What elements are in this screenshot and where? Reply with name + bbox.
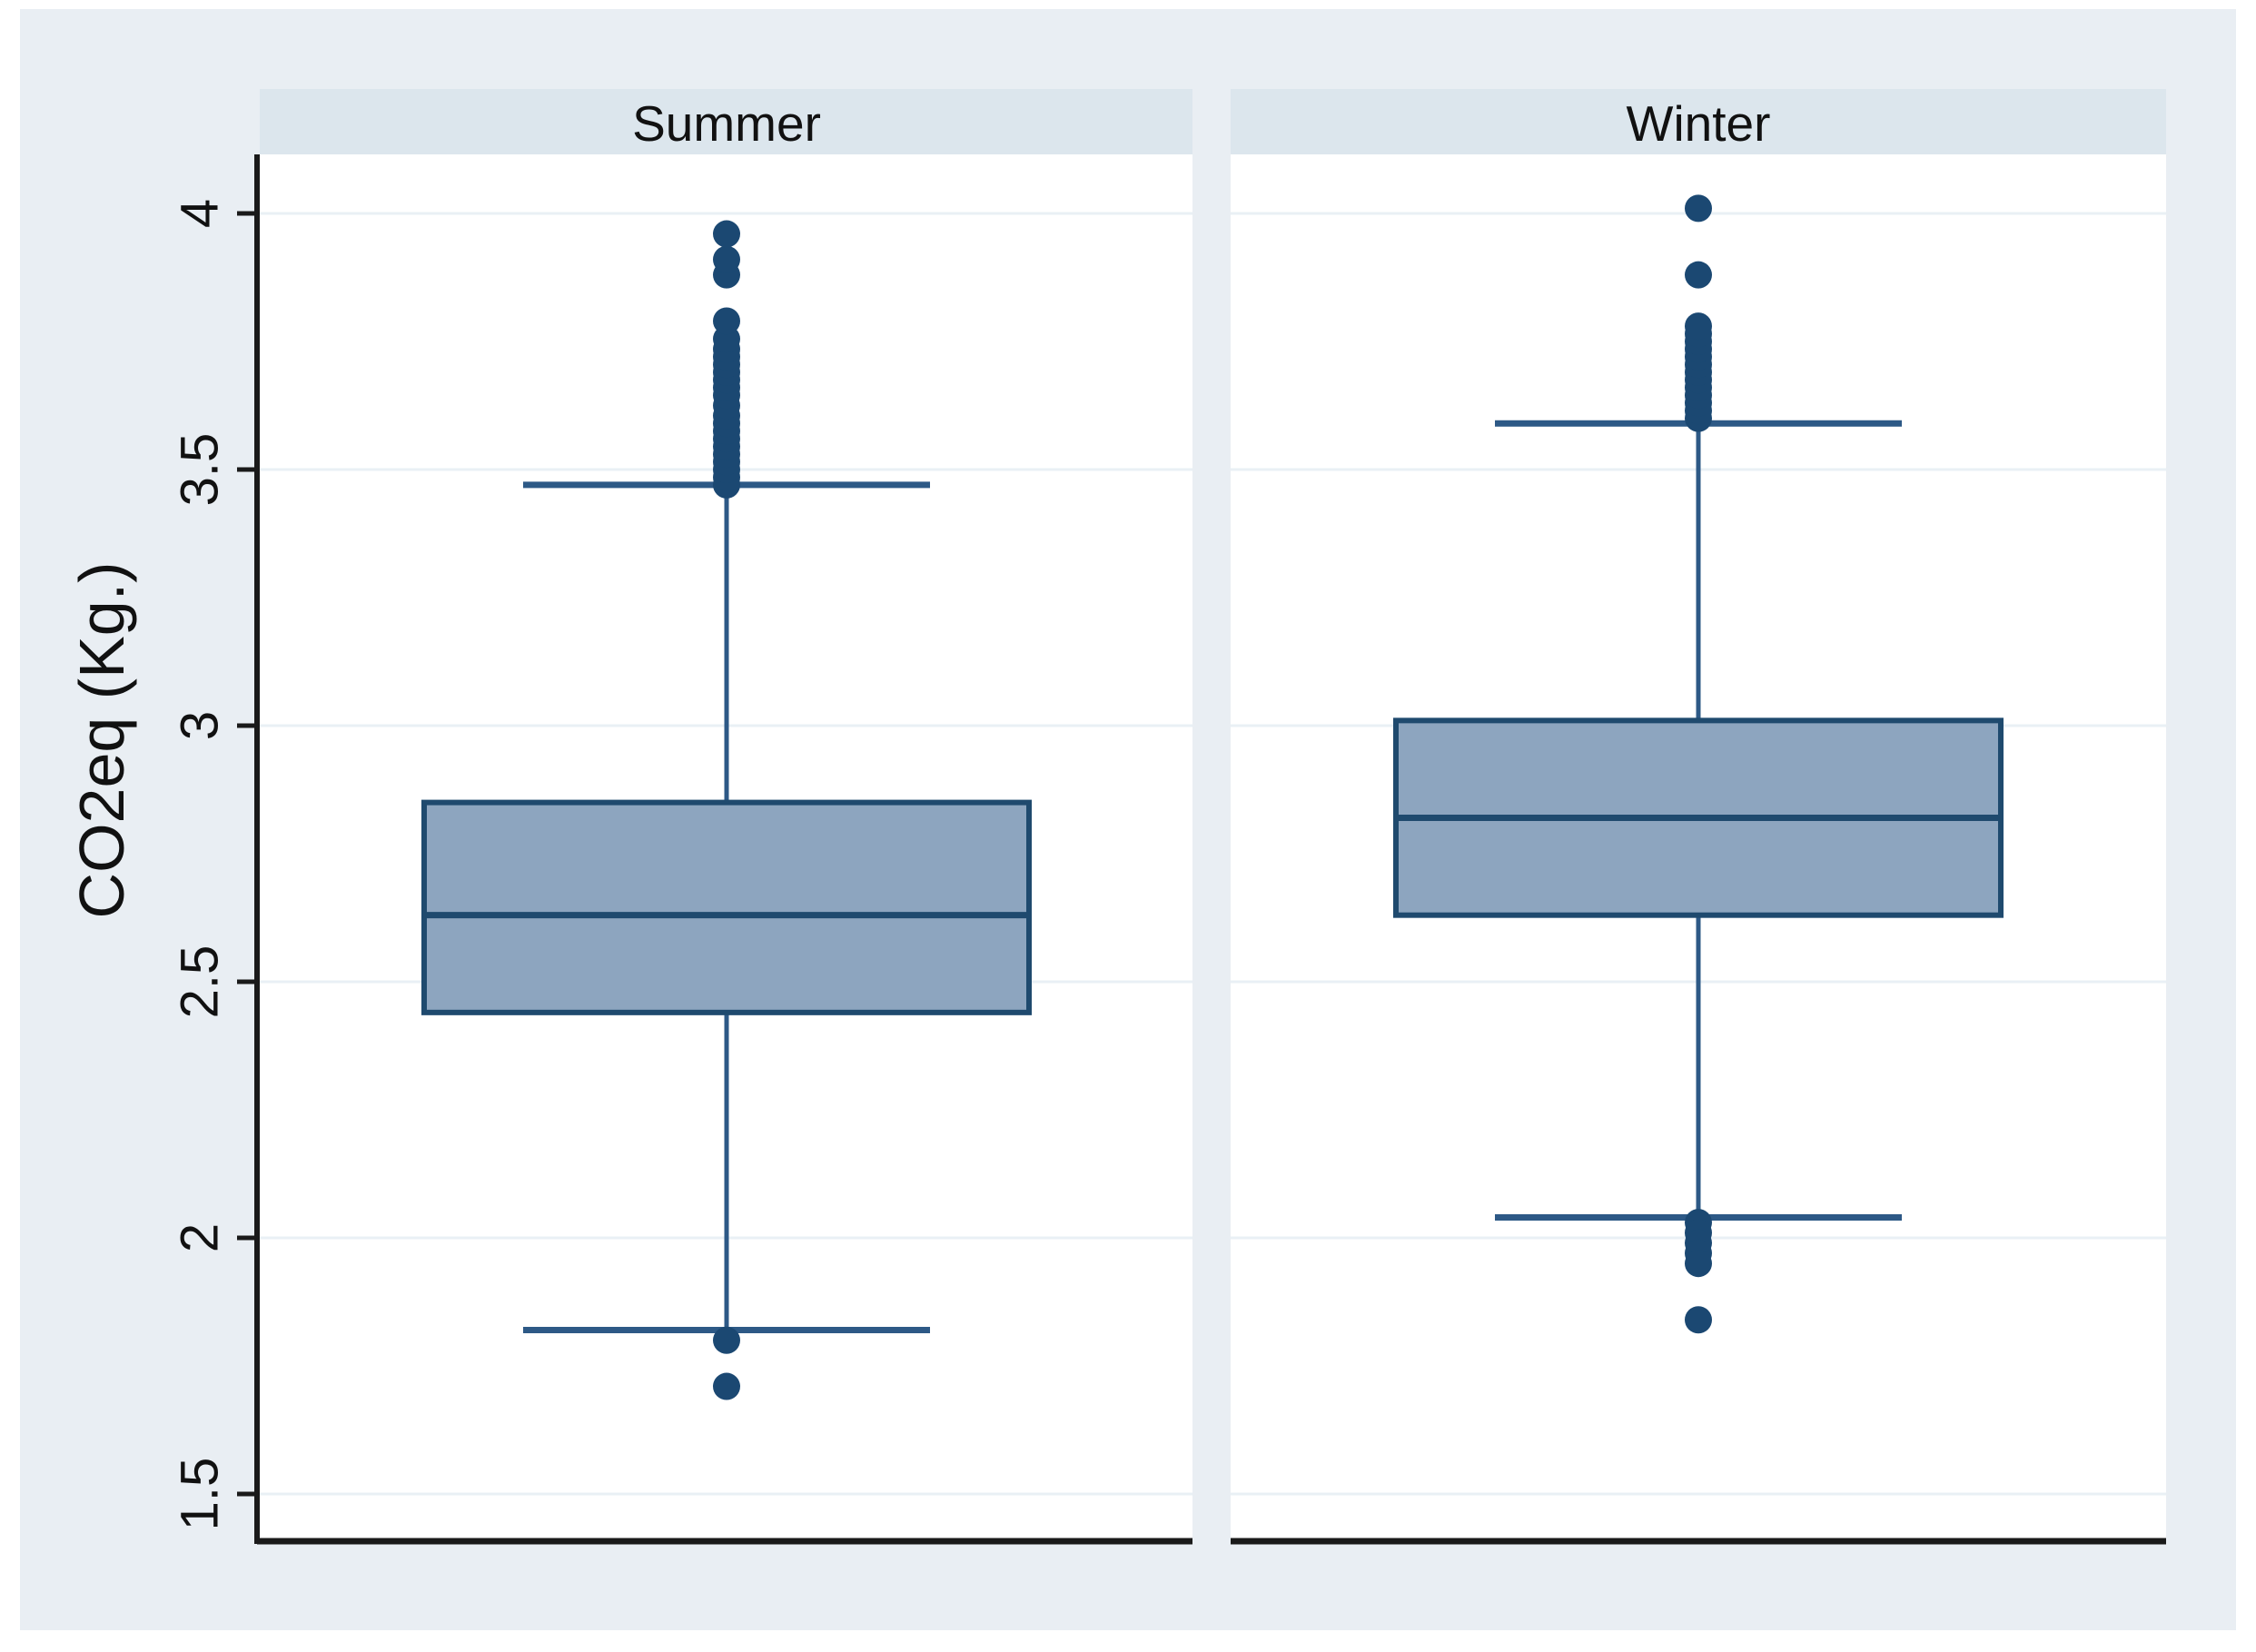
panel-header-band bbox=[260, 89, 1192, 154]
outlier-dot bbox=[1685, 194, 1712, 223]
outlier-dot bbox=[713, 307, 740, 335]
panel-header-band bbox=[1231, 89, 2166, 154]
panel-header-label: Winter bbox=[1627, 95, 1771, 152]
y-tick-label: 4 bbox=[171, 199, 230, 228]
outlier-dot bbox=[1685, 312, 1712, 341]
axes bbox=[237, 154, 2166, 1545]
y-axis-title: CO2eq (Kg.) bbox=[66, 562, 137, 919]
outlier-dot bbox=[713, 220, 740, 248]
box-whisker-series bbox=[421, 194, 2004, 1400]
y-tick-label: 3 bbox=[171, 711, 230, 740]
outlier-dot bbox=[713, 1326, 740, 1354]
outlier-dot bbox=[713, 1372, 740, 1400]
panel-header-labels: Summer Winter bbox=[632, 95, 1770, 152]
y-tick-label: 2 bbox=[171, 1223, 230, 1252]
y-tick-label: 1.5 bbox=[171, 1458, 230, 1531]
y-tick-label: 2.5 bbox=[171, 945, 230, 1019]
tick-labels: 4 3.5 3 2.5 2 1.5 bbox=[171, 199, 230, 1530]
panel-header-bands bbox=[260, 89, 2166, 154]
iqr-box bbox=[421, 799, 1032, 1015]
y-tick-label: 3.5 bbox=[171, 433, 230, 507]
outlier-dot bbox=[1685, 1306, 1712, 1334]
outlier-dot bbox=[713, 245, 740, 273]
outlier-dot bbox=[1685, 1250, 1712, 1278]
panel-header-label: Summer bbox=[632, 95, 821, 152]
outlier-dot bbox=[1685, 261, 1712, 289]
